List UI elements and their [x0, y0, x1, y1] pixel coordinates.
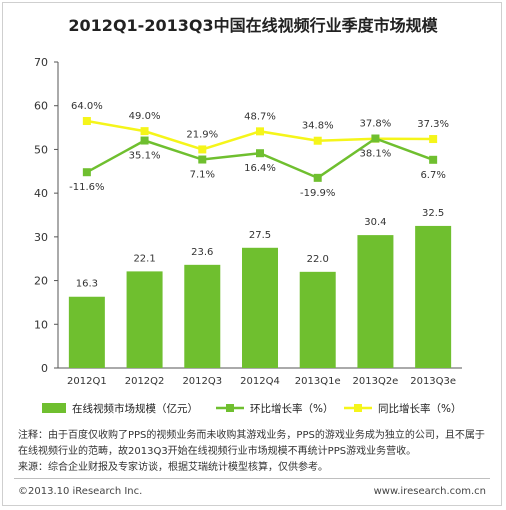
legend-qoq-marker: [226, 404, 234, 412]
y-tick-label: 40: [34, 187, 48, 200]
qoq-growth-marker: [371, 134, 380, 143]
qoq-growth-marker: [140, 136, 149, 145]
yoy-value-label: 37.8%: [360, 119, 392, 130]
bar: [242, 247, 278, 368]
bar-value-label: 22.0: [307, 254, 329, 265]
note-text: 注释：由于百度仅收购了PPS的视频业务而未收购其游戏业务，PPS的游戏业务成为独…: [18, 430, 485, 457]
notes: 注释：由于百度仅收购了PPS的视频业务而未收购其游戏业务，PPS的游戏业务成为独…: [18, 428, 488, 476]
x-tick-label: 2012Q2: [125, 376, 165, 387]
y-tick-label: 50: [34, 143, 48, 156]
legend-qoq-label: 环比增长率（%）: [250, 402, 333, 415]
bar-value-label: 22.1: [133, 253, 155, 264]
qoq-growth-marker: [313, 173, 322, 182]
qoq-growth-marker: [429, 155, 438, 164]
qoq-value-label: 16.4%: [244, 163, 276, 174]
yoy-value-label: 34.8%: [302, 121, 334, 132]
copyright-text: ©2013.10 iResearch Inc.: [18, 486, 143, 497]
bar: [357, 235, 394, 368]
legend-bar-swatch: [42, 403, 66, 413]
y-tick-label: 20: [34, 275, 48, 288]
bar-value-label: 16.3: [76, 279, 98, 290]
website-text: www.iresearch.com.cn: [373, 486, 486, 497]
qoq-growth-marker: [198, 155, 207, 164]
qoq-value-label: -11.6%: [69, 182, 104, 193]
bar: [184, 264, 221, 368]
y-tick-label: 30: [34, 231, 48, 244]
yoy-growth-marker: [256, 127, 264, 136]
y-tick-label: 70: [34, 56, 48, 69]
qoq-value-label: -19.9%: [300, 188, 335, 199]
qoq-value-label: 6.7%: [420, 170, 445, 181]
bar-value-label: 27.5: [249, 230, 271, 241]
yoy-growth-marker: [429, 135, 438, 144]
bar: [415, 225, 452, 368]
yoy-growth-marker: [313, 136, 322, 145]
bar: [299, 271, 336, 368]
x-tick-label: 2013Q3e: [410, 376, 456, 387]
legend-yoy-label: 同比增长率（%）: [378, 402, 461, 415]
legend-bar-label: 在线视频市场规模（亿元）: [72, 402, 198, 415]
yoy-growth-marker: [140, 127, 149, 136]
yoy-growth-marker: [198, 145, 207, 154]
qoq-value-label: 38.1%: [360, 149, 392, 160]
bar-value-label: 23.6: [191, 247, 213, 258]
yoy-value-label: 21.9%: [186, 129, 218, 140]
qoq-value-label: 35.1%: [129, 151, 161, 162]
bar: [68, 296, 105, 368]
legend-yoy-marker: [354, 404, 362, 412]
yoy-value-label: 64.0%: [71, 101, 103, 112]
yoy-value-label: 49.0%: [129, 111, 161, 122]
y-tick-label: 0: [41, 362, 48, 375]
source-text: 来源：综合企业财报及专家访谈，根据艾瑞统计模型核算，仅供参考。: [18, 462, 328, 473]
x-tick-label: 2013Q2e: [353, 376, 399, 387]
yoy-value-label: 37.3%: [417, 119, 449, 130]
bar-value-label: 30.4: [364, 217, 386, 228]
qoq-growth-marker: [256, 149, 264, 158]
yoy-growth-marker: [82, 117, 91, 126]
chart-title: 2012Q1-2013Q3中国在线视频行业季度市场规模: [68, 16, 438, 35]
bar: [126, 271, 163, 368]
x-tick-label: 2012Q1: [67, 376, 107, 387]
y-tick-label: 10: [34, 318, 48, 331]
qoq-growth-marker: [82, 168, 91, 177]
x-tick-label: 2013Q1e: [295, 376, 341, 387]
qoq-value-label: 7.1%: [190, 170, 215, 181]
chart-svg: 0 10 20 30 40 50 60 70 2012Q1 2012Q2 2012Q3 2012Q4 2…: [34, 56, 462, 415]
x-tick-label: 2012Q4: [240, 376, 280, 387]
yoy-value-label: 48.7%: [244, 111, 276, 122]
footer-divider: [14, 478, 490, 479]
y-tick-label: 60: [34, 100, 48, 113]
bar-value-label: 32.5: [422, 208, 444, 219]
x-tick-label: 2012Q3: [182, 376, 222, 387]
